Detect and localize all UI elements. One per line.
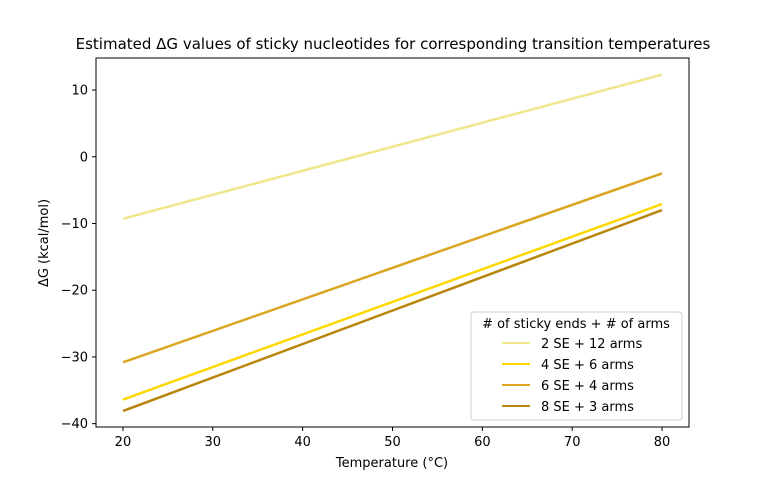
y-tick-label: 0 [80, 150, 88, 165]
x-axis: 20 30 40 50 60 70 80 [115, 427, 671, 450]
chart-title: Estimated ΔG values of sticky nucleotide… [76, 35, 711, 53]
y-axis: −40 −30 −20 −10 0 10 [61, 84, 96, 432]
x-tick-label: 20 [115, 435, 132, 450]
series-line [122, 202, 663, 401]
legend: # of sticky ends + # of arms 2 SE + 12 a… [470, 311, 683, 421]
x-tick-label: 30 [205, 435, 222, 450]
y-axis-label: ΔG (kcal/mol) [37, 199, 52, 287]
y-tick-label: −40 [61, 417, 88, 432]
y-tick-label: −30 [61, 350, 88, 365]
legend-title: # of sticky ends + # of arms [482, 317, 670, 332]
series-line [122, 172, 663, 364]
legend-label: 8 SE + 3 arms [541, 400, 634, 415]
series-line [122, 73, 663, 221]
x-tick-label: 50 [384, 435, 401, 450]
legend-box [470, 311, 683, 421]
x-tick-label: 80 [654, 435, 671, 450]
legend-label: 6 SE + 4 arms [541, 379, 634, 394]
y-tick-label: −20 [61, 284, 88, 299]
series-line [122, 208, 663, 413]
legend-label: 4 SE + 6 arms [541, 358, 634, 373]
series-layer [122, 73, 663, 413]
legend-entries: 2 SE + 12 arms 4 SE + 6 arms 6 SE + 4 arms… [502, 337, 642, 415]
x-tick-label: 60 [474, 435, 491, 450]
x-tick-label: 70 [564, 435, 581, 450]
y-tick-label: −10 [61, 217, 88, 232]
legend-label: 2 SE + 12 arms [541, 337, 642, 352]
x-axis-label: Temperature (°C) [335, 456, 448, 471]
x-tick-label: 40 [294, 435, 311, 450]
y-tick-label: 10 [71, 84, 88, 99]
